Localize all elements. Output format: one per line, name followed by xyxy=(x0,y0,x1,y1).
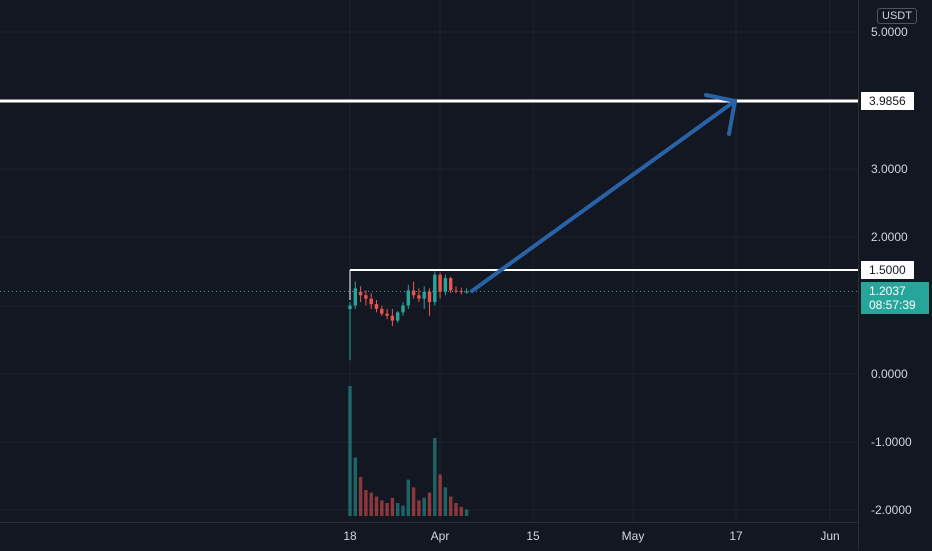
candle-body xyxy=(411,290,416,296)
time-tick: 15 xyxy=(526,529,540,543)
candle-body xyxy=(464,291,469,293)
price-tick: 0.0000 xyxy=(871,367,908,381)
candle-countdown: 08:57:39 xyxy=(869,298,916,312)
price-tick: 5.0000 xyxy=(871,25,908,39)
volume-bar xyxy=(348,386,352,516)
candle-body xyxy=(353,288,357,306)
candle-body xyxy=(380,308,384,314)
volume-bar xyxy=(364,490,368,516)
horizontal-line-price-label: 1.5000 xyxy=(861,261,914,279)
volume-bar xyxy=(438,474,442,516)
candle-body xyxy=(401,305,405,313)
volume-bar xyxy=(464,509,469,516)
volume-bar xyxy=(459,506,463,516)
volume-bar xyxy=(390,497,395,516)
volume-bar xyxy=(422,497,426,516)
candle-body xyxy=(406,290,410,306)
chart-area[interactable] xyxy=(0,0,858,522)
candle-body xyxy=(364,295,368,299)
volume-bar xyxy=(385,503,389,516)
volume-bar xyxy=(449,496,453,516)
candle-body xyxy=(390,315,395,321)
time-axis[interactable]: 18 Apr 15 May 17 Jun xyxy=(0,522,858,551)
time-tick: 18 xyxy=(343,529,357,543)
price-chart[interactable] xyxy=(0,0,858,522)
volume-bar xyxy=(353,457,357,516)
price-axis[interactable]: USDT 5.0000 3.9856 3.0000 2.0000 1.5000 … xyxy=(858,0,932,550)
candle-body xyxy=(454,290,458,292)
trend-arrow-head-icon xyxy=(704,93,737,136)
price-tick: 3.0000 xyxy=(871,162,908,176)
volume-bar xyxy=(411,487,416,516)
candle-body xyxy=(369,298,373,305)
candle-body xyxy=(374,304,379,309)
candle-body xyxy=(449,278,453,291)
currency-badge[interactable]: USDT xyxy=(877,8,917,24)
current-price-value: 1.2037 xyxy=(869,284,906,298)
horizontal-line-price-label: 3.9856 xyxy=(861,92,914,110)
volume-bar xyxy=(454,503,458,516)
volume-bar xyxy=(380,500,384,516)
time-tick: Apr xyxy=(430,529,450,543)
candle-body xyxy=(358,291,363,296)
candle-body xyxy=(433,274,437,303)
volume-bar xyxy=(396,503,400,516)
candle-body xyxy=(459,291,463,293)
volume-bar xyxy=(401,505,405,516)
price-tick: -1.0000 xyxy=(871,435,912,449)
price-tick: -2.0000 xyxy=(871,503,912,517)
volume-bar xyxy=(443,487,448,516)
volume-bar xyxy=(374,496,379,516)
trend-arrow-icon xyxy=(470,99,737,293)
candle-body xyxy=(348,305,352,309)
time-tick: Jun xyxy=(820,529,840,543)
volume-bar xyxy=(417,500,421,516)
volume-bar xyxy=(427,492,432,516)
price-tick: 2.0000 xyxy=(871,230,908,244)
candle-body xyxy=(438,274,442,292)
candle-body xyxy=(422,291,426,299)
volume-bar xyxy=(406,479,410,516)
volume-bar xyxy=(369,492,373,516)
time-tick: 17 xyxy=(729,529,743,543)
candle-body xyxy=(427,291,432,303)
candle-body xyxy=(396,312,400,321)
volume-bar xyxy=(358,477,363,516)
candle-body xyxy=(417,295,421,299)
candle-body xyxy=(443,278,448,292)
candle-body xyxy=(385,313,389,316)
time-tick: May xyxy=(621,529,645,543)
current-price-label: 1.2037 08:57:39 xyxy=(861,282,929,314)
volume-bar xyxy=(433,438,437,516)
